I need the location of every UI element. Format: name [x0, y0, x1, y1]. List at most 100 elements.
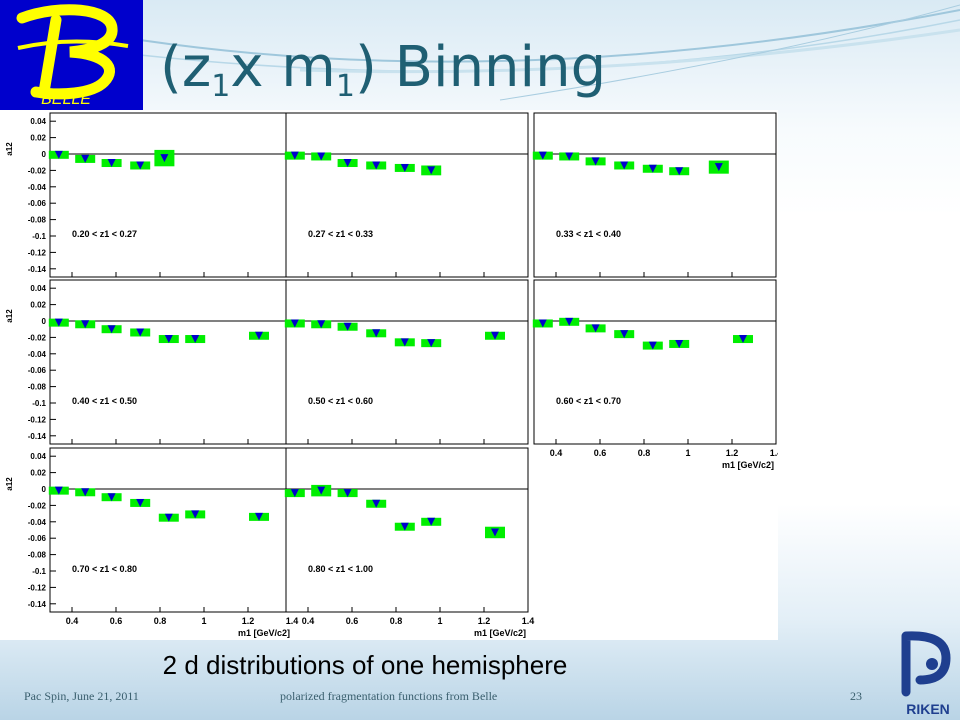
- y-tick-label: -0.12: [28, 248, 47, 257]
- panel-frame: [49, 112, 293, 278]
- panel-bin-label: 0.40 < z1 < 0.50: [72, 396, 137, 406]
- data-point: [591, 324, 600, 333]
- y-tick-label: 0.04: [30, 117, 46, 126]
- data-point: [107, 159, 116, 168]
- y-axis-label: a12: [5, 477, 14, 491]
- data-point: [54, 318, 63, 327]
- data-point: [491, 331, 499, 340]
- data-point: [675, 167, 684, 176]
- panel-bin-label: 0.27 < z1 < 0.33: [308, 229, 373, 239]
- x-axis-label: m1 [GeV/c2]: [238, 628, 290, 638]
- data-point: [538, 151, 547, 160]
- data-point: [164, 513, 173, 522]
- data-point: [290, 151, 299, 160]
- data-point: [620, 161, 629, 170]
- y-tick-label: -0.04: [28, 350, 47, 359]
- data-point: [714, 163, 723, 172]
- data-point: [107, 325, 116, 334]
- panel-frame: [285, 112, 529, 278]
- data-point: [81, 488, 90, 497]
- data-point: [739, 335, 747, 344]
- x-tick-label: 0.8: [154, 616, 167, 626]
- y-tick-label: -0.08: [28, 383, 47, 392]
- y-tick-label: 0.02: [30, 134, 46, 143]
- data-point: [372, 499, 381, 508]
- x-tick-label: 1.4: [770, 448, 778, 458]
- slide-title: (z1x m1) Binning: [160, 35, 607, 104]
- data-point: [427, 339, 436, 348]
- data-point: [290, 319, 299, 328]
- x-tick-label: 1.4: [522, 616, 535, 626]
- y-tick-label: -0.06: [28, 199, 47, 208]
- data-point: [136, 498, 145, 507]
- y-tick-label: -0.1: [32, 232, 46, 241]
- data-point: [290, 489, 299, 498]
- data-point: [343, 159, 352, 168]
- data-point: [538, 319, 547, 328]
- x-tick-label: 0.4: [302, 616, 315, 626]
- y-tick-label: -0.1: [32, 567, 46, 576]
- data-point: [164, 335, 173, 344]
- y-tick-label: 0: [42, 485, 47, 494]
- panel-frame: [285, 279, 529, 445]
- y-tick-label: -0.08: [28, 216, 47, 225]
- data-point: [255, 512, 263, 521]
- y-axis-label: a12: [5, 142, 14, 156]
- data-point: [400, 338, 409, 347]
- footer-talk-title: polarized fragmentation functions from B…: [280, 689, 498, 703]
- x-tick-label: 0.8: [638, 448, 651, 458]
- y-tick-label: -0.02: [28, 166, 47, 175]
- panel-frame: [533, 112, 777, 278]
- data-point: [372, 329, 381, 338]
- y-axis-label: a12: [5, 309, 14, 323]
- belle-logo: BELLE: [0, 0, 143, 110]
- footer-date: Pac Spin, June 21, 2011: [24, 689, 139, 703]
- x-tick-label: 1: [437, 616, 442, 626]
- x-tick-label: 1.2: [242, 616, 255, 626]
- data-point: [136, 328, 145, 337]
- y-tick-label: 0.02: [30, 301, 46, 310]
- y-tick-label: -0.04: [28, 518, 47, 527]
- panel-frame: [49, 279, 293, 445]
- y-tick-label: 0: [42, 150, 47, 159]
- data-point: [54, 150, 63, 159]
- data-point: [343, 489, 352, 498]
- data-point: [620, 330, 629, 339]
- data-point: [54, 486, 63, 495]
- data-point: [317, 320, 326, 329]
- y-tick-label: 0.04: [30, 452, 46, 461]
- x-tick-label: 0.8: [390, 616, 403, 626]
- y-tick-label: -0.14: [28, 600, 47, 609]
- x-tick-label: 1: [685, 448, 690, 458]
- panel-bin-label: 0.70 < z1 < 0.80: [72, 564, 137, 574]
- panel-bin-label: 0.50 < z1 < 0.60: [308, 396, 373, 406]
- data-point: [372, 161, 381, 170]
- x-tick-label: 0.4: [550, 448, 563, 458]
- data-point: [160, 154, 169, 163]
- panel-bin-label: 0.33 < z1 < 0.40: [556, 229, 621, 239]
- panel-bin-label: 0.80 < z1 < 1.00: [308, 564, 373, 574]
- data-point: [317, 152, 326, 161]
- x-tick-label: 1.4: [286, 616, 299, 626]
- y-tick-label: -0.06: [28, 534, 47, 543]
- x-tick-label: 0.6: [346, 616, 359, 626]
- x-tick-label: 0.6: [594, 448, 607, 458]
- y-tick-label: -0.08: [28, 551, 47, 560]
- data-point: [591, 157, 600, 166]
- y-tick-label: -0.14: [28, 265, 47, 274]
- data-point: [255, 331, 263, 340]
- slide-caption: 2 d distributions of one hemisphere: [162, 650, 568, 680]
- x-tick-label: 1: [201, 616, 206, 626]
- y-tick-label: -0.02: [28, 501, 47, 510]
- riken-logo-text: RIKEN: [906, 701, 950, 717]
- belle-logo-text: BELLE: [41, 91, 91, 108]
- y-tick-label: 0.04: [30, 284, 46, 293]
- x-tick-label: 0.6: [110, 616, 123, 626]
- data-point: [136, 161, 145, 170]
- data-point: [427, 166, 436, 175]
- panel-frame: [49, 447, 293, 613]
- y-tick-label: -0.04: [28, 183, 47, 192]
- y-tick-label: -0.02: [28, 333, 47, 342]
- y-tick-label: -0.1: [32, 399, 46, 408]
- data-point: [491, 528, 499, 537]
